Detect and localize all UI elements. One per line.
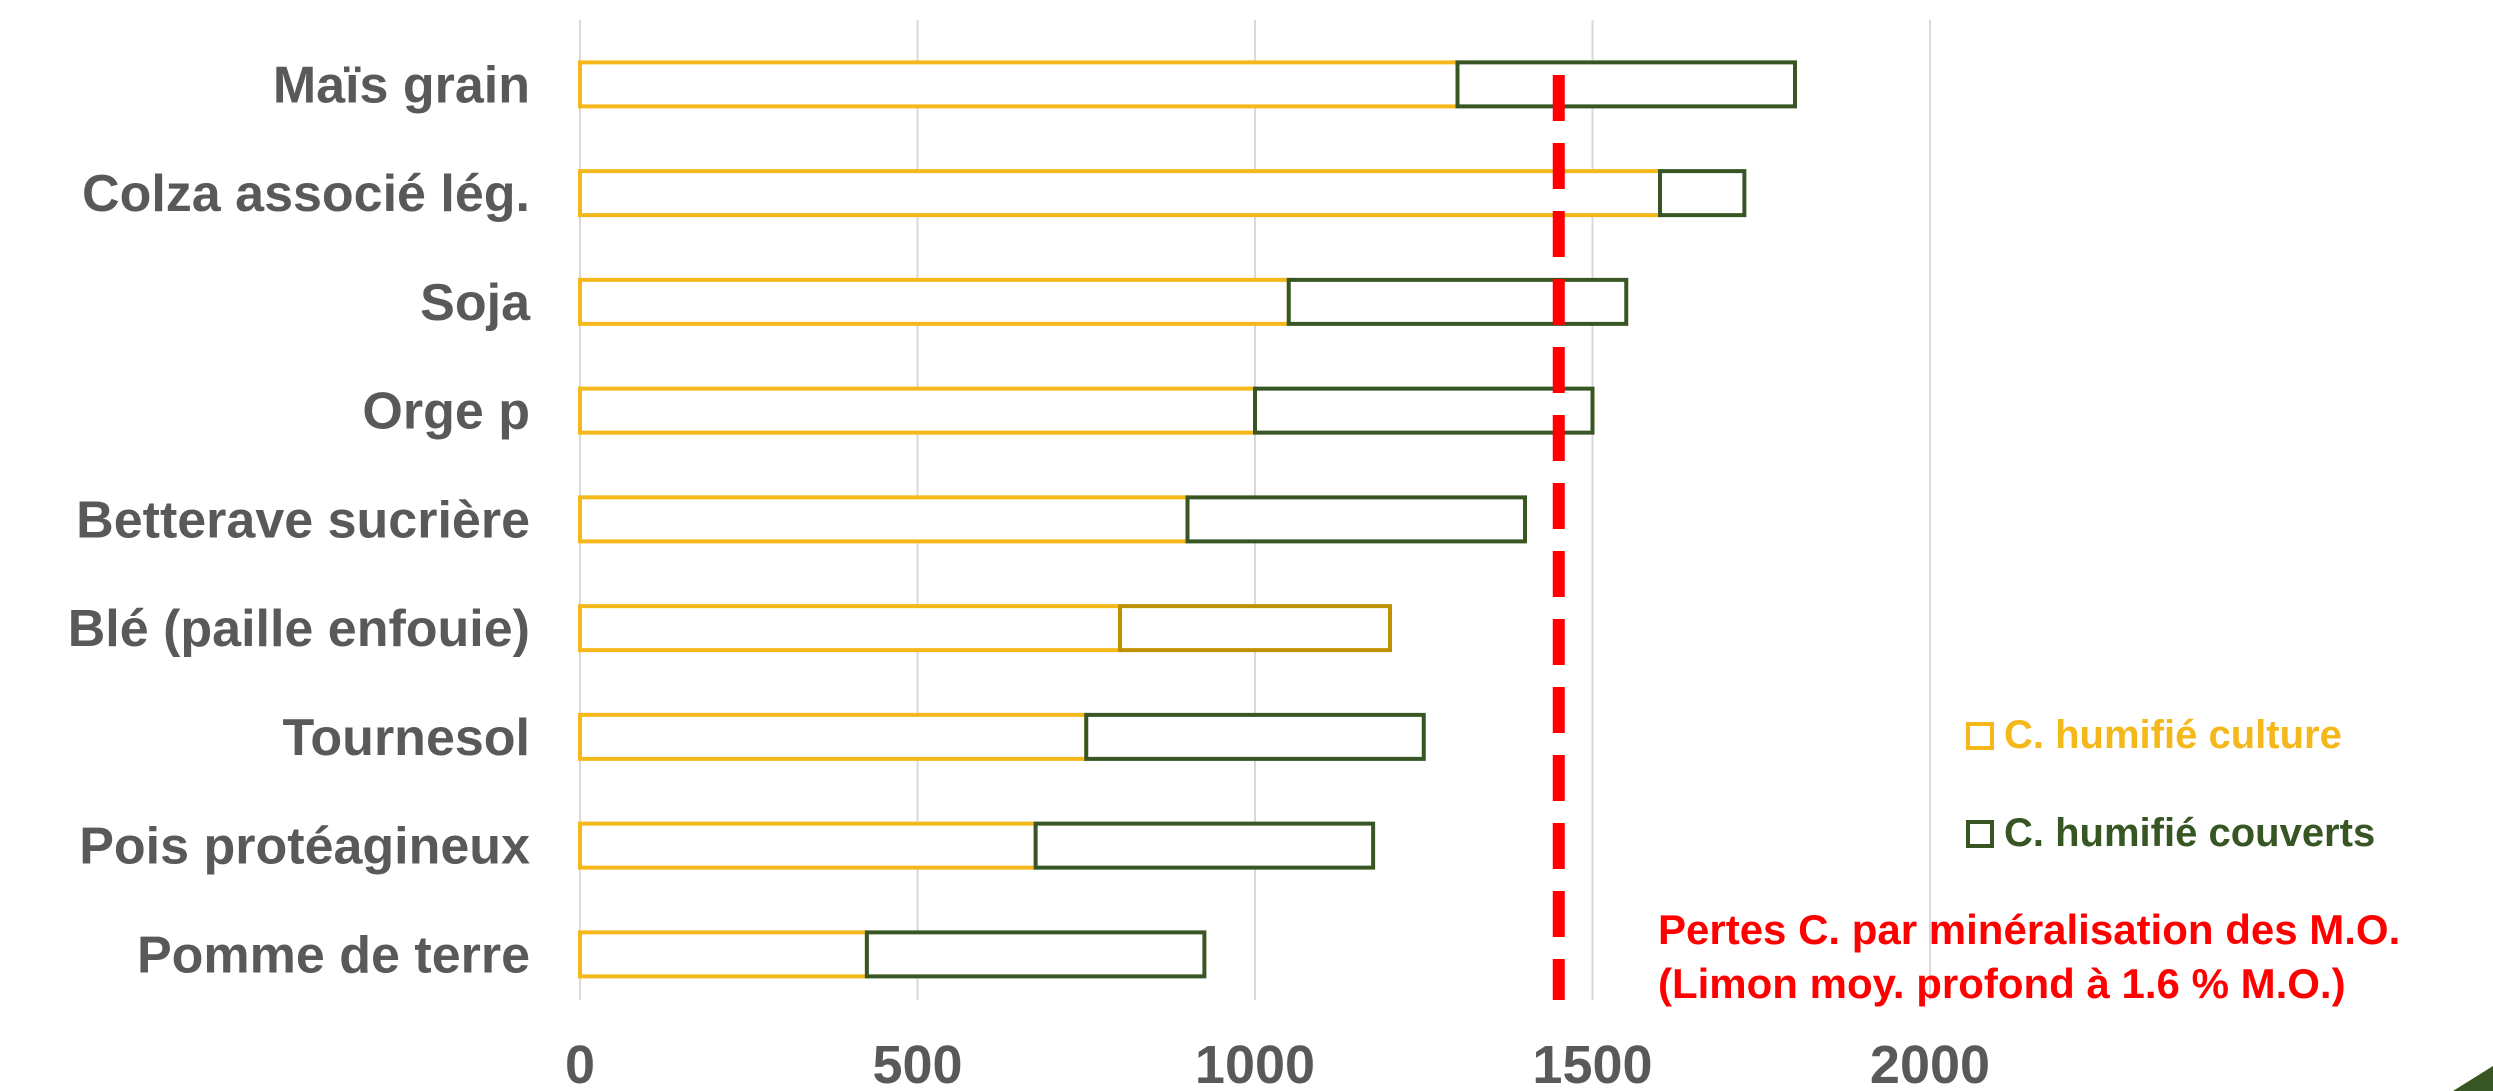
legend-item-culture: C. humifié culture [1966, 713, 2342, 758]
x-tick-label-1500: 1500 [1532, 1035, 1652, 1091]
bar-couverts-3 [1253, 386, 1595, 435]
legend-label-culture: C. humifié culture [2004, 713, 2342, 757]
corner-decoration [2453, 1066, 2493, 1091]
bar-culture-0 [578, 60, 1460, 109]
annotation-line-1: Pertes C. par minéralisation des M.O. [1658, 906, 2401, 953]
category-label-1: Colza associé lég. [82, 165, 530, 223]
x-tick-label-2000: 2000 [1870, 1035, 1990, 1091]
category-label-2: Soja [420, 274, 531, 332]
bar-culture-3 [578, 386, 1257, 435]
bar-couverts-6 [1084, 712, 1426, 761]
bar-couverts-2 [1286, 277, 1629, 326]
bar-culture-5 [578, 604, 1122, 653]
bar-couverts-7 [1033, 821, 1376, 870]
category-label-0: Maïs grain [273, 56, 530, 114]
bar-culture-2 [578, 277, 1291, 326]
legend-swatch-culture [1966, 721, 1994, 750]
bar-couverts-5 [1118, 604, 1392, 653]
reference-line-annotation: Pertes C. par minéralisation des M.O. (L… [1658, 903, 2400, 1011]
bar-culture-6 [578, 712, 1089, 761]
x-tick-label-0: 0 [565, 1035, 595, 1091]
legend-swatch-couverts [1966, 819, 1994, 848]
bar-couverts-8 [864, 930, 1207, 979]
x-tick-label-500: 500 [872, 1035, 962, 1091]
category-label-8: Pomme de terre [137, 926, 530, 984]
category-label-7: Pois protéagineux [79, 818, 530, 876]
bar-culture-7 [578, 821, 1038, 870]
annotation-line-2: (Limon moy. profond à 1.6 % M.O.) [1658, 960, 2346, 1007]
bar-culture-4 [578, 495, 1190, 544]
bar-culture-8 [578, 930, 869, 979]
bar-couverts-1 [1658, 169, 1747, 218]
category-label-4: Betterave sucrière [76, 491, 530, 549]
bar-couverts-0 [1455, 60, 1797, 109]
x-tick-label-1000: 1000 [1195, 1035, 1315, 1091]
category-label-3: Orge p [362, 383, 530, 441]
category-label-5: Blé (paille enfouie) [68, 600, 530, 658]
legend-item-couverts: C. humifié couverts [1966, 811, 2375, 856]
bar-culture-1 [578, 169, 1662, 218]
legend-label-couverts: C. humifié couverts [2004, 811, 2376, 855]
bar-couverts-4 [1185, 495, 1527, 544]
category-label-6: Tournesol [283, 709, 530, 767]
